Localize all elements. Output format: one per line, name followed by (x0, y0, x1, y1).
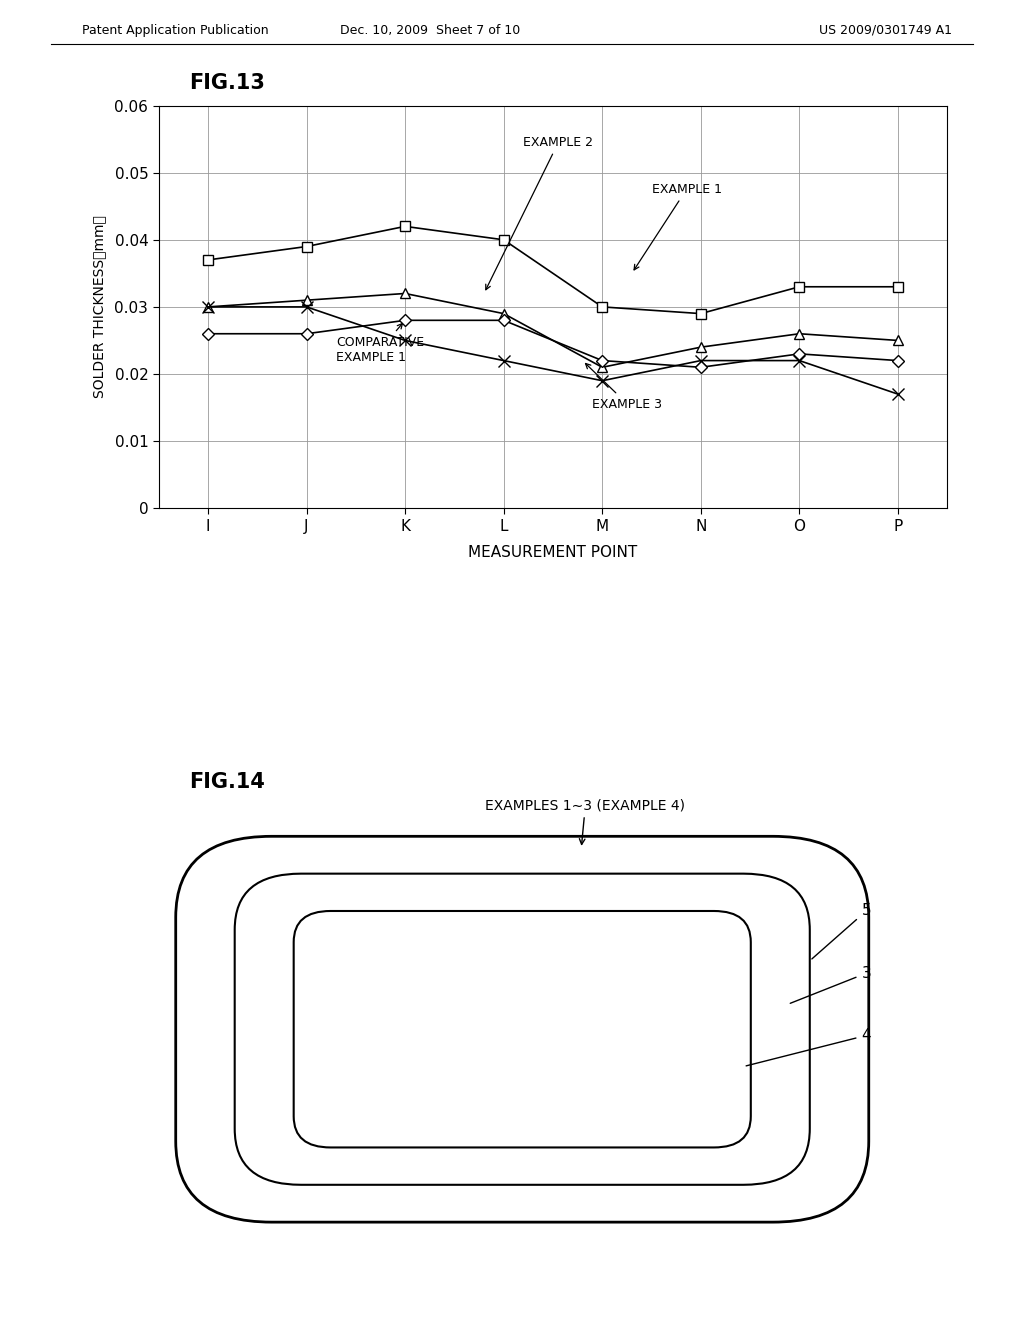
Text: FIG.13: FIG.13 (189, 73, 265, 92)
Text: Dec. 10, 2009  Sheet 7 of 10: Dec. 10, 2009 Sheet 7 of 10 (340, 24, 520, 37)
Text: 4: 4 (746, 1028, 871, 1065)
Text: 5: 5 (812, 903, 871, 958)
Text: EXAMPLE 2: EXAMPLE 2 (485, 136, 593, 289)
Text: EXAMPLES 1∼3 (EXAMPLE 4): EXAMPLES 1∼3 (EXAMPLE 4) (485, 799, 685, 845)
FancyBboxPatch shape (234, 874, 810, 1185)
Y-axis label: SOLDER THICKNESS（mm）: SOLDER THICKNESS（mm） (92, 215, 106, 399)
X-axis label: MEASUREMENT POINT: MEASUREMENT POINT (468, 545, 638, 560)
Text: US 2009/0301749 A1: US 2009/0301749 A1 (819, 24, 952, 37)
FancyBboxPatch shape (294, 911, 751, 1147)
Text: EXAMPLE 3: EXAMPLE 3 (586, 363, 663, 411)
Text: Patent Application Publication: Patent Application Publication (82, 24, 268, 37)
Text: FIG.14: FIG.14 (189, 772, 265, 792)
Text: COMPARATIVE
EXAMPLE 1: COMPARATIVE EXAMPLE 1 (336, 323, 424, 363)
Text: EXAMPLE 1: EXAMPLE 1 (634, 183, 722, 269)
Text: 3: 3 (791, 966, 871, 1003)
FancyBboxPatch shape (176, 837, 868, 1222)
